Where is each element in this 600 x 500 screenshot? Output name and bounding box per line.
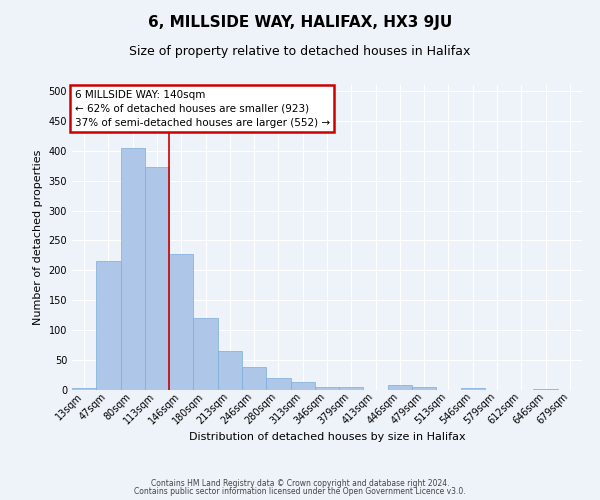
Bar [193, 318, 218, 390]
Bar [339, 387, 364, 390]
Bar [266, 378, 290, 390]
Bar [218, 351, 242, 390]
Bar [533, 389, 558, 390]
X-axis label: Distribution of detached houses by size in Halifax: Distribution of detached houses by size … [188, 432, 466, 442]
Bar [315, 387, 339, 390]
Text: 6 MILLSIDE WAY: 140sqm
← 62% of detached houses are smaller (923)
37% of semi-de: 6 MILLSIDE WAY: 140sqm ← 62% of detached… [74, 90, 329, 128]
Bar [461, 388, 485, 390]
Bar [412, 387, 436, 390]
Text: Size of property relative to detached houses in Halifax: Size of property relative to detached ho… [130, 45, 470, 58]
Text: 6, MILLSIDE WAY, HALIFAX, HX3 9JU: 6, MILLSIDE WAY, HALIFAX, HX3 9JU [148, 15, 452, 30]
Bar [169, 254, 193, 390]
Text: Contains HM Land Registry data © Crown copyright and database right 2024.: Contains HM Land Registry data © Crown c… [151, 478, 449, 488]
Bar [388, 385, 412, 390]
Y-axis label: Number of detached properties: Number of detached properties [33, 150, 43, 325]
Bar [121, 148, 145, 390]
Bar [145, 167, 169, 390]
Bar [96, 262, 121, 390]
Bar [72, 388, 96, 390]
Bar [290, 382, 315, 390]
Text: Contains public sector information licensed under the Open Government Licence v3: Contains public sector information licen… [134, 487, 466, 496]
Bar [242, 366, 266, 390]
